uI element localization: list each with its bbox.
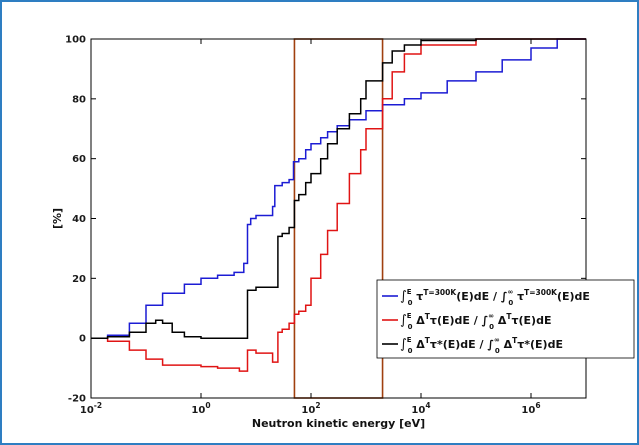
- highlight-layer: [293, 38, 384, 399]
- x-tick-label: 104: [411, 401, 430, 416]
- x-axis-label: Neutron kinetic energy [eV]: [252, 417, 425, 430]
- legend-entry-blue: ∫E 0 τT=300K(E)dE / ∫∞ 0 τT=300K(E)dE: [400, 288, 590, 307]
- x-tick-label: 100: [191, 401, 210, 416]
- series-layer: [91, 38, 586, 372]
- x-tick-label: 10-2: [80, 401, 102, 416]
- y-tick-label: -20: [68, 394, 86, 405]
- ticks-layer: 10-2 100 102 104 106 -20 0 20 40 60 80 100: [65, 35, 586, 416]
- x-tick-label: 106: [521, 401, 540, 416]
- series-line-blue: [91, 38, 586, 339]
- y-tick-label: 80: [72, 94, 86, 105]
- y-axis-label: [%]: [51, 208, 64, 229]
- highlight-box: [293, 38, 384, 399]
- y-tick-label: 100: [65, 35, 86, 46]
- legend-box: [376, 279, 635, 359]
- legend-entry-red: ∫E 0 ΔTτ(E)dE / ∫∞ 0 ΔTτ(E)dE: [400, 312, 551, 331]
- legend: ∫E 0 τT=300K(E)dE / ∫∞ 0 τT=300K(E)dE ∫E 0 Δ…: [376, 279, 635, 359]
- legend-entry-black: ∫E 0 ΔTτ*(E)dE / ∫∞ 0 ΔTτ*(E)dE: [400, 336, 563, 355]
- series-line-red: [91, 38, 586, 372]
- x-tick-label: 102: [301, 401, 320, 416]
- y-tick-label: 0: [79, 334, 86, 345]
- y-tick-label: 60: [72, 154, 86, 165]
- y-tick-label: 40: [72, 214, 86, 225]
- y-tick-label: 20: [72, 274, 86, 285]
- series-line-black: [91, 38, 586, 339]
